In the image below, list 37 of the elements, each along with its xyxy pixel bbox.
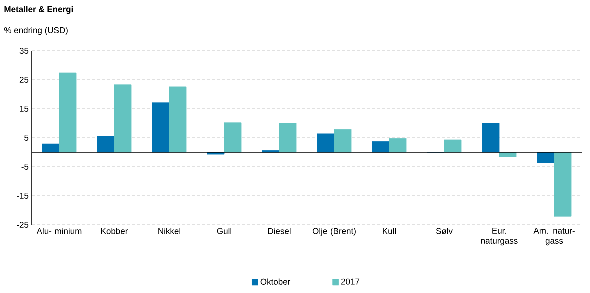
x-tick-label: Kobber (101, 228, 128, 234)
bar (389, 138, 407, 153)
bar (554, 152, 572, 217)
y-tick-label: 5 (24, 135, 29, 141)
chart-subtitle: % endring (USD) (4, 27, 68, 36)
y-tick-label: -15 (17, 193, 29, 199)
legend-label: 2017 (341, 278, 360, 285)
x-tick-label: Gull (217, 228, 232, 234)
y-tick-label: 25 (20, 77, 29, 84)
bar (59, 72, 77, 153)
bar (499, 152, 517, 158)
y-tick-label: 15 (20, 106, 29, 112)
chart-title: Metaller & Energi (4, 6, 74, 14)
bar (97, 136, 115, 153)
bar (372, 142, 390, 153)
bar (482, 123, 500, 153)
bar (444, 140, 462, 153)
x-tick-label: Alu- minium (36, 228, 82, 234)
bar (114, 84, 132, 153)
x-tick-label: Sølv (436, 228, 453, 234)
x-tick-label: Eur. naturgass (481, 228, 518, 246)
bar (334, 129, 352, 153)
x-tick-label: Am. natur- gass (534, 228, 575, 246)
bar (152, 102, 170, 153)
x-tick-label: Nikkel (158, 228, 180, 234)
bar (224, 122, 242, 153)
x-tick-label: Diesel (268, 228, 291, 234)
x-tick-label: Olje (Brent) (312, 228, 356, 236)
legend-label: Oktober (260, 278, 291, 285)
x-tick-label: Kull (383, 228, 396, 234)
y-tick-label: 35 (20, 48, 29, 54)
bar (537, 152, 555, 164)
bar (169, 86, 187, 153)
bar (279, 123, 297, 153)
bar (317, 134, 335, 153)
y-tick-label: -5 (22, 164, 29, 170)
y-tick-label: -25 (17, 222, 29, 228)
